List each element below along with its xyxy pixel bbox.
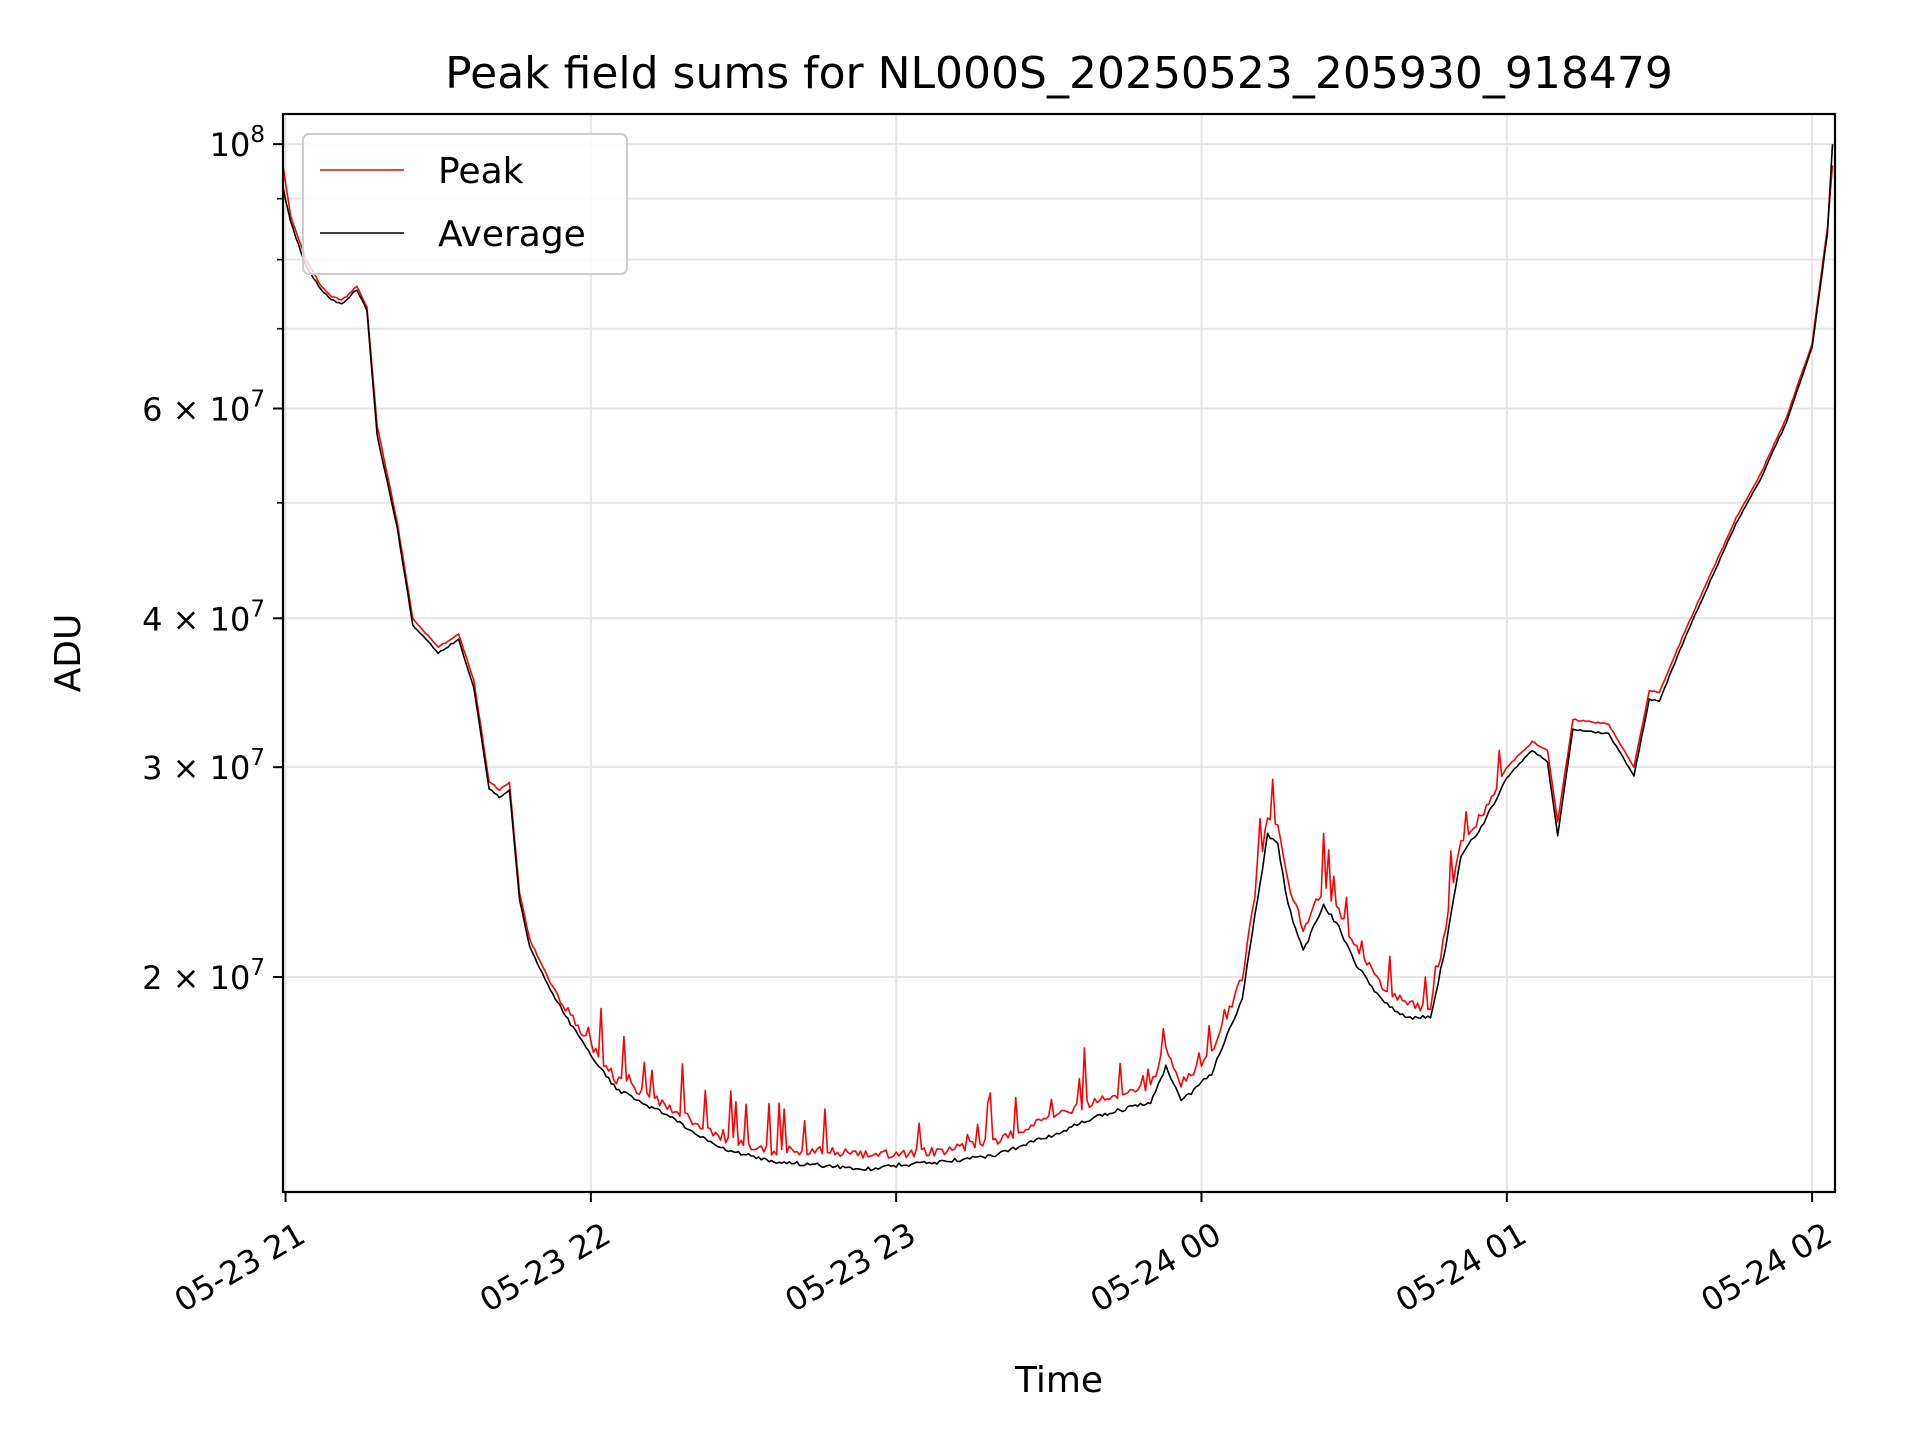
y-tick-label-base: 3 × 10 — [142, 749, 250, 787]
y-tick-label-exponent: 8 — [250, 122, 265, 148]
y-tick-label: 4 × 107 — [142, 596, 265, 638]
legend-box — [302, 133, 628, 275]
legend: Peak Average — [302, 133, 628, 275]
y-tick-label-base: 6 × 10 — [142, 390, 250, 428]
y-tick-label-base: 2 × 10 — [142, 959, 250, 997]
y-tick-label-base: 4 × 10 — [142, 600, 250, 638]
series-line-peak — [283, 164, 1834, 1159]
legend-label-peak: Peak — [438, 151, 524, 192]
plot-frame — [281, 112, 1837, 1194]
legend-label-average: Average — [438, 214, 586, 255]
y-tick-label: 2 × 107 — [142, 955, 265, 997]
y-tick-label-exponent: 7 — [250, 955, 265, 981]
y-tick-label: 6 × 107 — [142, 386, 265, 428]
series-layer — [283, 144, 1834, 1172]
y-tick-label-exponent: 7 — [250, 596, 265, 622]
series-line-average — [283, 144, 1834, 1172]
y-tick-label-exponent: 7 — [250, 386, 265, 412]
x-axis-label: Time — [1014, 1360, 1103, 1401]
chart-title: Peak field sums for NL000S_20250523_2059… — [445, 48, 1673, 99]
y-tick-label: 3 × 107 — [142, 745, 265, 787]
y-tick-label-exponent: 7 — [250, 745, 265, 771]
grid-layer — [283, 114, 1835, 1192]
y-tick-label: 108 — [210, 122, 265, 164]
y-axis-label: ADU — [48, 614, 89, 693]
y-tick-label-base: 10 — [210, 126, 251, 164]
